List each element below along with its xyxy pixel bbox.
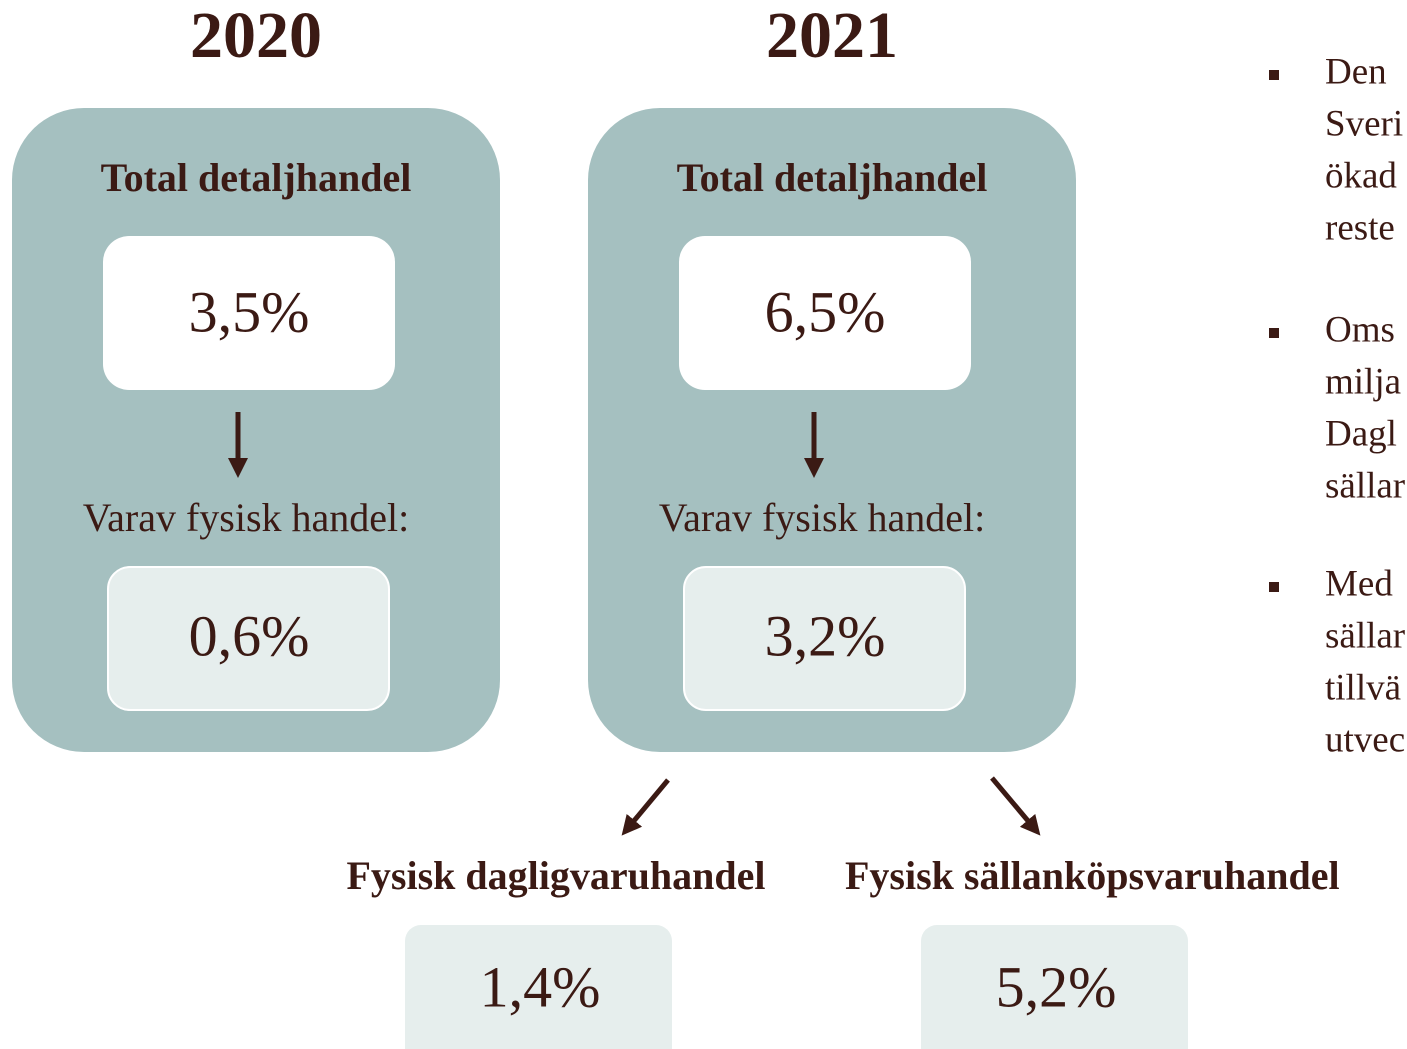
bullets: Den Sveri ökad reste Oms milja Dagl sällar Med sä…: [1269, 51, 1405, 760]
total-box: [679, 236, 971, 390]
total-label: Total detaljhandel: [101, 155, 412, 200]
bullet-text: Den: [1325, 51, 1387, 92]
total-value: 6,5%: [765, 279, 886, 344]
value-box: [405, 925, 672, 1049]
bullet-text: sällar: [1325, 465, 1405, 506]
year: 2021: [766, 0, 898, 72]
bullet-text: ökad: [1325, 155, 1397, 196]
breakdown-label: Fysisk dagligvaruhandel: [346, 853, 765, 898]
breakdown-value: 1,4%: [480, 954, 601, 1019]
bullet-text: milja: [1325, 361, 1401, 402]
breakdown-label: Fysisk sällanköpsvaruhandel: [845, 853, 1340, 898]
bullet-text: sällar: [1325, 615, 1405, 656]
value-box: [921, 925, 1188, 1049]
year: 2020: [190, 0, 322, 72]
sub-label: Varav fysisk handel:: [83, 495, 410, 540]
bullet-text: reste: [1325, 207, 1395, 248]
bullet-marker: [1269, 582, 1279, 592]
sub-value: 3,2%: [765, 603, 886, 668]
sub-label: Varav fysisk handel:: [659, 495, 986, 540]
panels: 2020 Total detaljhandel 3,5% Varav fysisk h…: [12, 0, 1076, 752]
arrow: [621, 778, 670, 836]
total-label: Total detaljhandel: [677, 155, 988, 200]
sub-box: [683, 566, 966, 711]
bullet-marker: [1269, 70, 1279, 80]
total-value: 3,5%: [189, 279, 310, 344]
bullet-marker: [1269, 328, 1279, 338]
bullet-text: Oms: [1325, 309, 1395, 350]
bullet-text: utvec: [1325, 719, 1405, 760]
breakdown-value: 5,2%: [996, 954, 1117, 1019]
sub-value: 0,6%: [189, 603, 310, 668]
arrow: [990, 776, 1041, 836]
bullet-text: Med: [1325, 563, 1393, 604]
bullet-text: Dagl: [1325, 413, 1397, 454]
total-box: [103, 236, 395, 390]
bullet-text: Sveri: [1325, 103, 1403, 144]
bullet-text: tillvä: [1325, 667, 1401, 708]
sub-box: [107, 566, 390, 711]
